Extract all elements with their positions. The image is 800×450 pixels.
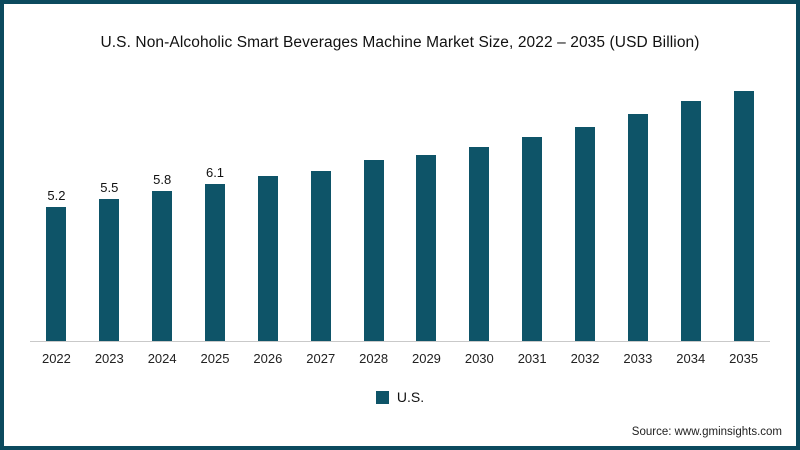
bar-value-label: 5.5 xyxy=(100,180,119,195)
x-axis-label-2031: 2031 xyxy=(517,351,547,366)
plot-area: 5.2 5.5 5.8 6.1 2022 2023 2024 2025 2026 2027 202… xyxy=(30,79,770,366)
bar-2023 xyxy=(99,199,120,341)
x-axis-line xyxy=(30,341,770,342)
bar-2034 xyxy=(680,101,701,341)
bars-container: 5.2 5.5 5.8 6.1 xyxy=(30,79,770,341)
x-axis-label-2024: 2024 xyxy=(147,351,177,366)
bar-value-label: 6.1 xyxy=(205,165,225,180)
legend: U.S. xyxy=(4,389,796,405)
bar-column xyxy=(559,107,612,341)
x-axis-label-2026: 2026 xyxy=(253,351,283,366)
bar-2029 xyxy=(416,155,437,341)
bar-column xyxy=(611,94,664,341)
legend-label-us: U.S. xyxy=(396,389,425,405)
x-axis-label-2027: 2027 xyxy=(306,351,336,366)
bar-2033 xyxy=(627,114,648,341)
x-axis-label-2033: 2033 xyxy=(623,351,653,366)
bar-2035 xyxy=(733,91,754,341)
x-axis-label-2025: 2025 xyxy=(200,351,230,366)
bar-2025 xyxy=(205,184,225,341)
bar-column xyxy=(664,81,717,341)
x-axis-label-2023: 2023 xyxy=(94,351,124,366)
bar-value-label: 5.2 xyxy=(47,188,66,203)
x-axis-label-2022: 2022 xyxy=(41,351,71,366)
x-axis-label-2028: 2028 xyxy=(359,351,389,366)
bar-2026 xyxy=(257,176,278,341)
x-axis-label-2029: 2029 xyxy=(411,351,441,366)
bar-column xyxy=(347,140,400,341)
chart-title: U.S. Non-Alcoholic Smart Beverages Machi… xyxy=(100,34,700,51)
bar-column: 5.5 xyxy=(83,179,136,341)
x-axis-label-2032: 2032 xyxy=(570,351,600,366)
bar-column xyxy=(241,156,294,341)
bar-2022 xyxy=(46,207,67,341)
bar-2031 xyxy=(522,137,543,341)
bar-column xyxy=(506,117,559,341)
bar-column xyxy=(453,127,506,341)
legend-swatch-us xyxy=(375,390,389,404)
bar-2032 xyxy=(575,127,596,341)
x-axis-label-2035: 2035 xyxy=(729,351,759,366)
source-text: Source: www.gminsights.com xyxy=(631,426,782,438)
x-axis-label-2034: 2034 xyxy=(676,351,706,366)
bar-column xyxy=(717,71,770,341)
bar-column xyxy=(400,135,453,341)
x-axis-label-2030: 2030 xyxy=(464,351,494,366)
bar-column xyxy=(294,151,347,341)
bar-2028 xyxy=(363,160,384,341)
bar-column: 5.2 xyxy=(30,187,83,341)
bar-2024 xyxy=(152,191,173,341)
bar-2027 xyxy=(310,171,331,341)
bar-2030 xyxy=(469,147,490,341)
bar-value-label: 5.8 xyxy=(153,172,172,187)
x-axis-labels: 2022 2023 2024 2025 2026 2027 2028 2029 2030 2031… xyxy=(30,342,770,366)
bar-column: 6.1 xyxy=(189,164,242,341)
bar-column: 5.8 xyxy=(136,171,189,341)
